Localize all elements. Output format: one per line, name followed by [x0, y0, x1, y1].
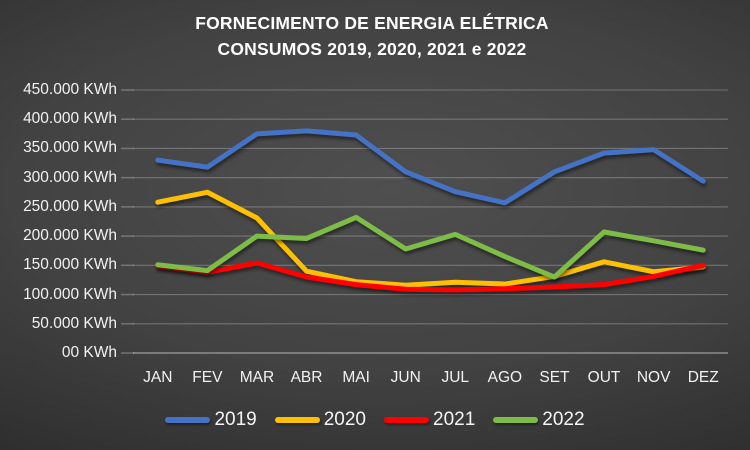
x-axis-label-mai: MAI [342, 369, 370, 386]
legend-label: 2022 [542, 409, 585, 430]
chart-title-line1: FORNECIMENTO DE ENERGIA ELÉTRICA [195, 13, 549, 33]
x-axis-label-mar: MAR [239, 369, 275, 386]
x-axis-label-dez: DEZ [687, 369, 719, 386]
legend-swatch-2020 [274, 417, 320, 423]
series-line-2019 [155, 128, 706, 206]
x-axis-label-jan: JAN [143, 369, 173, 386]
x-axis-label-out: OUT [587, 369, 621, 386]
legend-item-2021: 2021 [384, 409, 475, 431]
legend-swatch-2022 [493, 417, 539, 423]
legend-swatch-2021 [384, 417, 429, 423]
y-axis-label: 250.000 KWh [23, 197, 117, 215]
series-line-2020 [155, 189, 706, 288]
x-axis-label-ago: AGO [487, 369, 523, 386]
x-axis-label-abr: ABR [290, 369, 323, 386]
y-axis-label: 300.000 KWh [23, 168, 117, 186]
x-axis-label-nov: NOV [636, 369, 671, 386]
series-line-2022 [155, 214, 706, 280]
legend-label: 2019 [214, 409, 257, 430]
legend-item-2019: 2019 [165, 409, 257, 431]
legend-item-2020: 2020 [274, 409, 366, 431]
y-axis-label: 350.000 KWh [23, 139, 117, 157]
legend-item-2022: 2022 [493, 409, 585, 431]
x-axis-label-jun: JUN [390, 369, 421, 386]
y-axis-label: 00 KWh [61, 344, 117, 361]
y-axis-label: 400.000 KWh [23, 110, 117, 128]
legend-swatch-2019 [165, 417, 211, 423]
legend-label: 2021 [433, 409, 476, 430]
chart-title-line2: CONSUMOS 2019, 2020, 2021 e 2022 [217, 39, 527, 59]
y-axis-label: 150.000 KWh [23, 256, 117, 274]
x-axis-label-fev: FEV [192, 369, 223, 386]
legend: 2019 2020 2021 2022 [0, 409, 750, 431]
x-axis-label-set: SET [539, 369, 570, 386]
y-axis-label: 200.000 KWh [23, 227, 117, 245]
series-line-2021 [155, 260, 706, 293]
chart-title: FORNECIMENTO DE ENERGIA ELÉTRICA CONSUMO… [0, 10, 744, 62]
x-axis-label-jul: JUL [441, 369, 470, 386]
y-axis-label: 450.000 KWh [23, 81, 117, 98]
y-axis-label: 100.000 KWh [23, 285, 117, 303]
y-axis-label: 50.000 KWh [31, 314, 117, 332]
legend-label: 2020 [323, 409, 366, 430]
